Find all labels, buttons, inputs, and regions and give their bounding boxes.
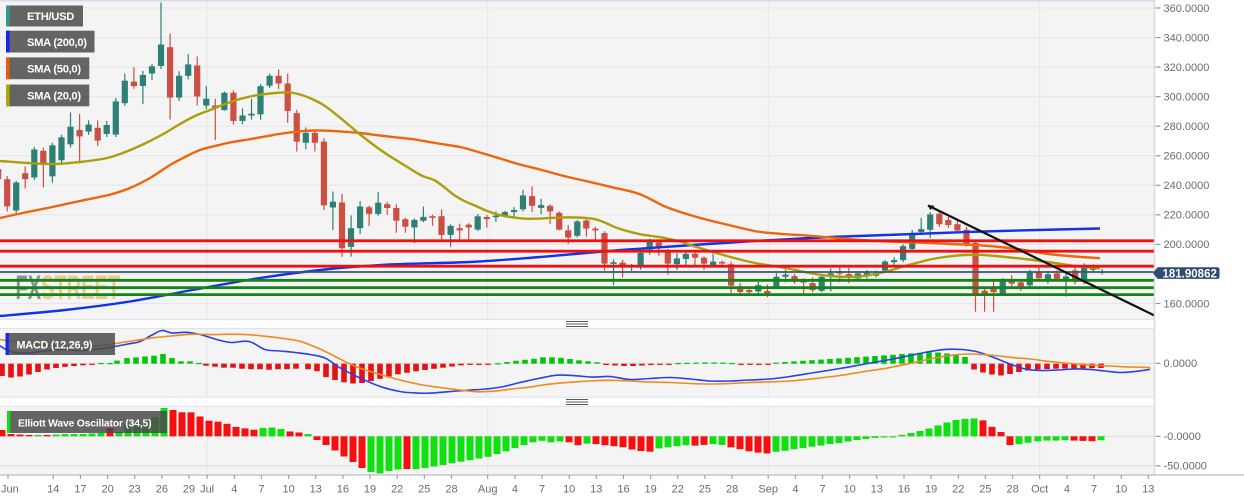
svg-text:220.0000: 220.0000 bbox=[1164, 210, 1210, 222]
svg-text:7: 7 bbox=[258, 484, 264, 496]
svg-text:14: 14 bbox=[47, 484, 59, 496]
svg-text:200.0000: 200.0000 bbox=[1164, 239, 1210, 251]
svg-text:-50.0000: -50.0000 bbox=[1164, 461, 1207, 473]
svg-text:260.0000: 260.0000 bbox=[1164, 151, 1210, 163]
svg-text:13: 13 bbox=[871, 484, 883, 496]
svg-text:Sep: Sep bbox=[758, 484, 778, 496]
svg-text:SMA (200,0): SMA (200,0) bbox=[27, 37, 87, 49]
svg-text:23: 23 bbox=[129, 484, 141, 496]
svg-text:Jun: Jun bbox=[1, 484, 19, 496]
svg-text:25: 25 bbox=[418, 484, 430, 496]
svg-text:-0.0000: -0.0000 bbox=[1164, 431, 1201, 443]
svg-text:28: 28 bbox=[445, 484, 457, 496]
svg-text:300.0000: 300.0000 bbox=[1164, 92, 1210, 104]
svg-text:ETH/USD: ETH/USD bbox=[27, 11, 74, 23]
svg-text:17: 17 bbox=[74, 484, 86, 496]
svg-text:10: 10 bbox=[282, 484, 294, 496]
svg-text:10: 10 bbox=[563, 484, 575, 496]
svg-text:19: 19 bbox=[644, 484, 656, 496]
svg-text:240.0000: 240.0000 bbox=[1164, 180, 1210, 192]
svg-text:19: 19 bbox=[925, 484, 937, 496]
svg-text:4: 4 bbox=[512, 484, 518, 496]
svg-text:320.0000: 320.0000 bbox=[1164, 62, 1210, 74]
svg-text:Jul: Jul bbox=[200, 484, 214, 496]
svg-text:Aug: Aug bbox=[478, 484, 498, 496]
svg-text:20: 20 bbox=[101, 484, 113, 496]
svg-text:0.0000: 0.0000 bbox=[1164, 358, 1198, 370]
svg-text:16: 16 bbox=[898, 484, 910, 496]
svg-text:4: 4 bbox=[1064, 484, 1070, 496]
svg-text:SMA (50,0): SMA (50,0) bbox=[27, 64, 81, 76]
svg-text:Elliott Wave Oscillator (34,5): Elliott Wave Oscillator (34,5) bbox=[18, 419, 151, 430]
svg-text:22: 22 bbox=[391, 484, 403, 496]
svg-text:28: 28 bbox=[1006, 484, 1018, 496]
svg-text:13: 13 bbox=[310, 484, 322, 496]
svg-text:360.0000: 360.0000 bbox=[1164, 3, 1210, 15]
svg-text:7: 7 bbox=[819, 484, 825, 496]
svg-text:13: 13 bbox=[590, 484, 602, 496]
svg-text:280.0000: 280.0000 bbox=[1164, 121, 1210, 133]
svg-text:16: 16 bbox=[617, 484, 629, 496]
svg-text:340.0000: 340.0000 bbox=[1164, 32, 1210, 44]
svg-text:10: 10 bbox=[844, 484, 856, 496]
svg-text:13: 13 bbox=[1142, 484, 1154, 496]
svg-text:26: 26 bbox=[156, 484, 168, 496]
svg-text:MACD (12,26,9): MACD (12,26,9) bbox=[17, 340, 93, 352]
svg-text:22: 22 bbox=[672, 484, 684, 496]
svg-text:29: 29 bbox=[183, 484, 195, 496]
svg-text:19: 19 bbox=[364, 484, 376, 496]
svg-text:4: 4 bbox=[792, 484, 798, 496]
svg-text:25: 25 bbox=[699, 484, 711, 496]
svg-text:160.0000: 160.0000 bbox=[1164, 298, 1210, 310]
svg-text:4: 4 bbox=[231, 484, 237, 496]
svg-text:7: 7 bbox=[1091, 484, 1097, 496]
svg-text:7: 7 bbox=[539, 484, 545, 496]
svg-text:SMA (20,0): SMA (20,0) bbox=[27, 91, 81, 103]
svg-text:181.90862: 181.90862 bbox=[1163, 268, 1217, 280]
svg-text:10: 10 bbox=[1115, 484, 1127, 496]
svg-text:25: 25 bbox=[979, 484, 991, 496]
svg-text:28: 28 bbox=[726, 484, 738, 496]
svg-text:Oct: Oct bbox=[1031, 484, 1048, 496]
svg-text:16: 16 bbox=[337, 484, 349, 496]
svg-text:22: 22 bbox=[952, 484, 964, 496]
